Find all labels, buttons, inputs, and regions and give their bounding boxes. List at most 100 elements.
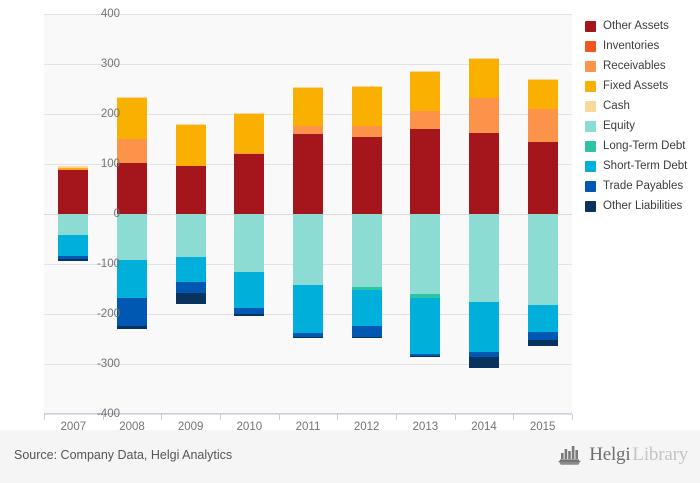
- bar-segment[interactable]: [351, 287, 382, 290]
- legend-item-inventories[interactable]: Inventories: [585, 36, 697, 56]
- bar-segment[interactable]: [234, 214, 265, 272]
- bar-segment[interactable]: [351, 126, 382, 137]
- bar-group-2009[interactable]: [175, 14, 206, 414]
- bar-segment[interactable]: [469, 301, 499, 352]
- bar-segment[interactable]: [527, 79, 558, 109]
- bar-segment[interactable]: [410, 129, 441, 214]
- legend-item-fixed-assets[interactable]: Fixed Assets: [585, 76, 697, 96]
- bar-segment[interactable]: [527, 305, 558, 332]
- bar-segment[interactable]: [410, 71, 441, 111]
- bar-segment[interactable]: [58, 168, 89, 170]
- bar-segment[interactable]: [175, 292, 206, 304]
- bar-segment[interactable]: [117, 298, 147, 326]
- bar-segment[interactable]: [117, 214, 147, 260]
- bar-segment[interactable]: [58, 256, 89, 259]
- bar-group-2012[interactable]: [351, 14, 382, 414]
- bar-segment[interactable]: [351, 336, 382, 338]
- legend-item-cash[interactable]: Cash: [585, 96, 697, 116]
- bar-segment[interactable]: [234, 113, 265, 153]
- bar-segment[interactable]: [293, 214, 323, 285]
- bar-segment[interactable]: [175, 256, 206, 282]
- legend-item-short-term-debt[interactable]: Short-Term Debt: [585, 156, 697, 176]
- bar-segment[interactable]: [293, 87, 323, 88]
- legend-item-equity[interactable]: Equity: [585, 116, 697, 136]
- legend-item-long-term-debt[interactable]: Long-Term Debt: [585, 136, 697, 156]
- bar-segment[interactable]: [469, 58, 499, 59]
- bar-segment[interactable]: [469, 98, 499, 133]
- bar-segment[interactable]: [58, 169, 89, 214]
- bar-segment[interactable]: [410, 70, 441, 71]
- bar-segment[interactable]: [293, 332, 323, 337]
- bar-segment[interactable]: [351, 214, 382, 287]
- bar-segment[interactable]: [175, 214, 206, 257]
- bar-segment[interactable]: [175, 282, 206, 293]
- bar-segment[interactable]: [351, 289, 382, 326]
- bar-segment[interactable]: [410, 214, 441, 294]
- bar-segment[interactable]: [293, 336, 323, 337]
- bar-segment[interactable]: [234, 271, 265, 308]
- bar-segment[interactable]: [469, 214, 499, 302]
- bar-segment[interactable]: [410, 297, 441, 354]
- bar-segment[interactable]: [117, 98, 147, 139]
- bar-segment[interactable]: [234, 313, 265, 316]
- bar-segment[interactable]: [527, 109, 558, 142]
- bar-segment[interactable]: [351, 325, 382, 337]
- bar-group-2014[interactable]: [469, 14, 499, 414]
- bar-group-2015[interactable]: [527, 14, 558, 414]
- bar-group-2010[interactable]: [234, 14, 265, 414]
- legend-item-trade-payables[interactable]: Trade Payables: [585, 176, 697, 196]
- bar-segment[interactable]: [527, 214, 558, 305]
- bar-segment[interactable]: [58, 167, 89, 169]
- bar-segment[interactable]: [293, 285, 323, 333]
- bar-segment[interactable]: [293, 87, 323, 126]
- bar-segment[interactable]: [234, 307, 265, 314]
- bar-segment[interactable]: [234, 113, 265, 114]
- bar-group-2013[interactable]: [410, 14, 441, 414]
- gridline-400: [44, 14, 572, 15]
- bar-segment[interactable]: [58, 235, 89, 256]
- legend-label: Short-Term Debt: [603, 159, 688, 172]
- legend-item-receivables[interactable]: Receivables: [585, 56, 697, 76]
- bar-segment[interactable]: [234, 153, 265, 154]
- bar-segment[interactable]: [175, 123, 206, 124]
- bar-segment[interactable]: [351, 136, 382, 214]
- bar-segment[interactable]: [410, 294, 441, 298]
- source-text: Source: Company Data, Helgi Analytics: [14, 448, 233, 462]
- bar-segment[interactable]: [175, 165, 206, 214]
- bar-segment[interactable]: [469, 356, 499, 368]
- bar-segment[interactable]: [469, 351, 499, 357]
- bar-group-2007[interactable]: [58, 14, 89, 414]
- bar-segment[interactable]: [117, 325, 147, 329]
- legend-item-other-liabilities[interactable]: Other Liabilities: [585, 196, 697, 216]
- bar-segment[interactable]: [117, 163, 147, 214]
- bar-group-2008[interactable]: [117, 14, 147, 414]
- bar-segment[interactable]: [527, 331, 558, 340]
- helgi-library-logo[interactable]: Helgi Library: [558, 444, 688, 466]
- bar-segment[interactable]: [58, 214, 89, 235]
- bar-segment[interactable]: [175, 124, 206, 166]
- legend-swatch-icon: [585, 20, 596, 32]
- bar-segment[interactable]: [527, 78, 558, 79]
- bar-segment[interactable]: [58, 259, 89, 261]
- bar-segment[interactable]: [527, 141, 558, 214]
- bar-segment[interactable]: [410, 353, 441, 356]
- bar-segment[interactable]: [527, 340, 558, 346]
- legend-item-other-assets[interactable]: Other Assets: [585, 16, 697, 36]
- bar-segment[interactable]: [410, 111, 441, 129]
- bar-segment[interactable]: [410, 356, 441, 357]
- bar-segment[interactable]: [117, 260, 147, 298]
- bar-segment[interactable]: [293, 134, 323, 214]
- bar-segment[interactable]: [293, 125, 323, 134]
- bar-segment[interactable]: [351, 86, 382, 126]
- bar-segment[interactable]: [117, 139, 147, 163]
- bar-segment[interactable]: [469, 58, 499, 98]
- legend-label: Receivables: [603, 59, 666, 72]
- bar-group-2011[interactable]: [293, 14, 323, 414]
- bar-segment[interactable]: [469, 133, 499, 214]
- x-tick-mark: [454, 414, 456, 420]
- bar-segment[interactable]: [117, 97, 147, 98]
- bar-segment[interactable]: [351, 86, 382, 87]
- bar-segment[interactable]: [58, 165, 89, 168]
- bar-segment[interactable]: [234, 154, 265, 214]
